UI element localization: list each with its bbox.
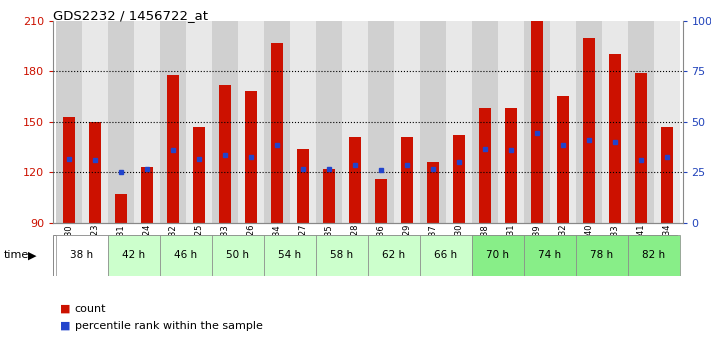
Bar — [108, 235, 160, 276]
Bar — [628, 21, 654, 223]
Bar — [427, 162, 439, 223]
Bar — [628, 235, 680, 276]
Bar — [453, 135, 465, 223]
Text: time: time — [4, 250, 29, 260]
Bar — [290, 21, 316, 223]
Bar — [524, 235, 576, 276]
Text: 74 h: 74 h — [538, 250, 562, 260]
Bar — [63, 117, 75, 223]
Bar — [524, 21, 550, 223]
Bar — [368, 21, 394, 223]
Bar — [446, 21, 472, 223]
Text: 78 h: 78 h — [590, 250, 614, 260]
Bar — [212, 235, 264, 276]
Bar — [394, 21, 420, 223]
Bar — [115, 194, 127, 223]
Text: ■: ■ — [60, 321, 71, 331]
Text: ■: ■ — [60, 304, 71, 314]
Bar — [212, 21, 238, 223]
Text: 66 h: 66 h — [434, 250, 457, 260]
Bar — [297, 149, 309, 223]
Bar — [479, 108, 491, 223]
Bar — [245, 91, 257, 223]
Text: 46 h: 46 h — [174, 250, 198, 260]
Bar — [264, 235, 316, 276]
Text: GDS2232 / 1456722_at: GDS2232 / 1456722_at — [53, 9, 208, 22]
Text: 82 h: 82 h — [643, 250, 665, 260]
Bar — [401, 137, 413, 223]
Bar — [609, 55, 621, 223]
Bar — [167, 75, 178, 223]
Bar — [238, 21, 264, 223]
Bar — [557, 96, 569, 223]
Text: 50 h: 50 h — [226, 250, 250, 260]
Bar — [108, 21, 134, 223]
Bar — [654, 21, 680, 223]
Bar — [342, 21, 368, 223]
Bar — [160, 235, 212, 276]
Bar — [186, 21, 212, 223]
Text: 42 h: 42 h — [122, 250, 146, 260]
Bar — [576, 21, 602, 223]
Bar — [375, 179, 387, 223]
Text: 38 h: 38 h — [70, 250, 93, 260]
Bar — [160, 21, 186, 223]
Bar — [134, 21, 160, 223]
Bar — [531, 21, 542, 223]
Bar — [316, 235, 368, 276]
Bar — [316, 21, 342, 223]
Bar — [635, 73, 647, 223]
Text: percentile rank within the sample: percentile rank within the sample — [75, 321, 262, 331]
Bar — [472, 235, 524, 276]
Bar — [264, 21, 290, 223]
Text: 54 h: 54 h — [279, 250, 301, 260]
Bar — [602, 21, 628, 223]
Bar — [583, 38, 595, 223]
Bar — [472, 21, 498, 223]
Bar — [498, 21, 524, 223]
Bar — [420, 235, 472, 276]
Bar — [193, 127, 205, 223]
Bar — [56, 21, 82, 223]
Text: 70 h: 70 h — [486, 250, 510, 260]
Bar — [323, 169, 335, 223]
Bar — [550, 21, 576, 223]
Bar — [219, 85, 231, 223]
Bar — [368, 235, 420, 276]
Text: ▶: ▶ — [28, 250, 37, 260]
Bar — [82, 21, 108, 223]
Bar — [56, 235, 108, 276]
Bar — [576, 235, 628, 276]
Bar — [89, 122, 101, 223]
Bar — [141, 167, 153, 223]
Text: 62 h: 62 h — [383, 250, 405, 260]
Text: count: count — [75, 304, 106, 314]
Text: 58 h: 58 h — [331, 250, 353, 260]
Bar — [271, 42, 283, 223]
Bar — [505, 108, 517, 223]
Bar — [420, 21, 446, 223]
Bar — [349, 137, 360, 223]
Bar — [661, 127, 673, 223]
